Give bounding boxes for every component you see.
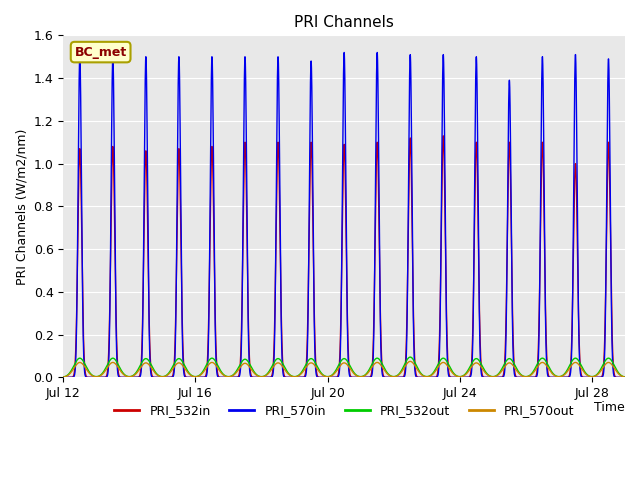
PRI_532out	[529, 369, 537, 375]
Y-axis label: PRI Channels (W/m2/nm): PRI Channels (W/m2/nm)	[15, 128, 28, 285]
PRI_532in	[529, 374, 537, 380]
Line: PRI_570in: PRI_570in	[63, 52, 625, 377]
Text: Time: Time	[595, 401, 625, 414]
Title: PRI Channels: PRI Channels	[294, 15, 394, 30]
PRI_532in	[521, 374, 529, 380]
PRI_532in	[188, 374, 195, 380]
PRI_570in	[60, 374, 67, 380]
PRI_570out	[621, 374, 629, 380]
PRI_532in	[440, 133, 447, 139]
PRI_532in	[141, 168, 149, 174]
PRI_570out	[406, 359, 414, 364]
PRI_532in	[115, 371, 122, 376]
Line: PRI_532out: PRI_532out	[63, 357, 625, 377]
PRI_570out	[141, 360, 149, 366]
PRI_532in	[60, 374, 67, 380]
PRI_570in	[422, 374, 430, 380]
PRI_570in	[621, 374, 629, 380]
PRI_570out	[188, 373, 195, 379]
PRI_570in	[529, 374, 537, 380]
PRI_532out	[115, 362, 122, 368]
Line: PRI_570out: PRI_570out	[63, 361, 625, 377]
PRI_570out	[60, 374, 67, 380]
PRI_570in	[141, 92, 149, 98]
PRI_532out	[60, 374, 67, 380]
Legend: PRI_532in, PRI_570in, PRI_532out, PRI_570out: PRI_532in, PRI_570in, PRI_532out, PRI_57…	[109, 399, 579, 422]
PRI_532in	[621, 374, 629, 380]
PRI_532out	[141, 356, 149, 361]
PRI_570in	[373, 49, 381, 55]
PRI_570out	[529, 370, 537, 376]
PRI_570out	[422, 374, 430, 380]
PRI_532out	[406, 354, 414, 360]
PRI_570in	[188, 374, 195, 380]
PRI_570out	[521, 374, 529, 380]
PRI_570out	[115, 365, 122, 371]
PRI_570in	[115, 373, 122, 379]
Line: PRI_532in: PRI_532in	[63, 136, 625, 377]
PRI_532out	[621, 374, 629, 380]
PRI_532in	[422, 374, 430, 380]
PRI_532out	[422, 374, 430, 380]
PRI_532out	[521, 373, 529, 379]
Text: BC_met: BC_met	[74, 46, 127, 59]
PRI_570in	[521, 374, 529, 380]
PRI_532out	[188, 372, 195, 378]
